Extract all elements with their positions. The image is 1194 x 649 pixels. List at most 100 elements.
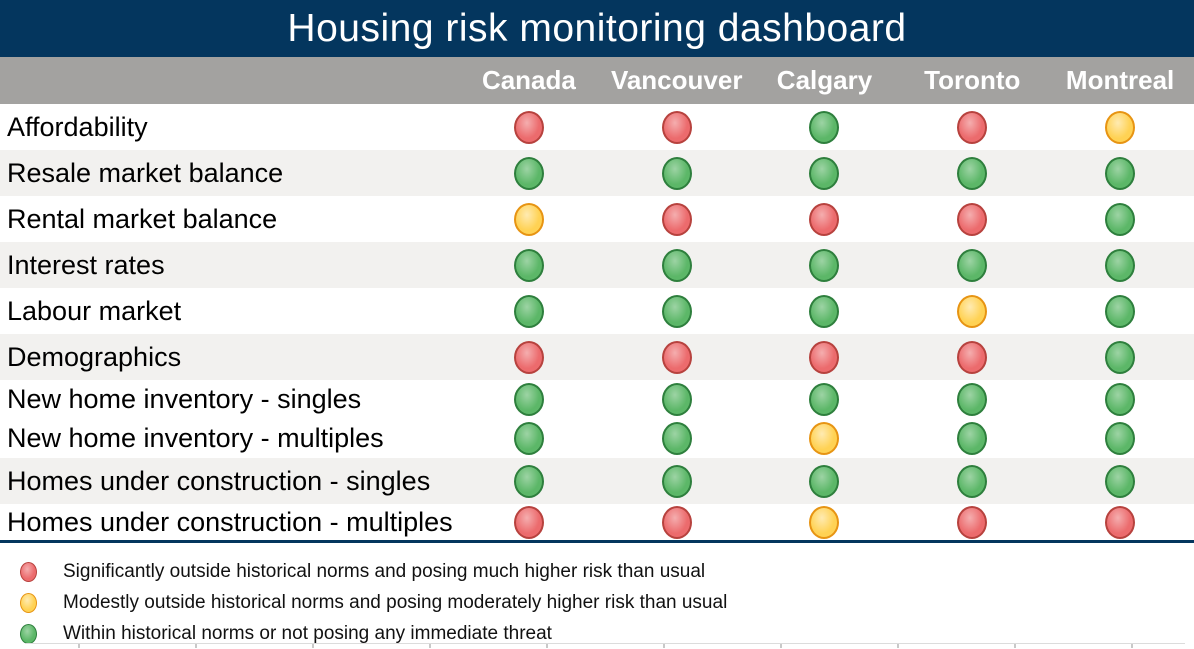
status-indicator-green-icon: [809, 248, 840, 282]
status-cell: [751, 156, 899, 190]
status-indicator-green-icon: [513, 294, 544, 328]
status-cell: [898, 382, 1046, 416]
status-indicator-green-icon: [1105, 464, 1136, 498]
status-indicator-green-icon: [809, 382, 840, 416]
column-header-calgary: Calgary: [776, 65, 873, 95]
row-label: Labour market: [7, 295, 182, 326]
status-indicator-red-icon: [513, 340, 544, 374]
status-indicator-green-icon: [661, 382, 692, 416]
status-cell: [603, 505, 751, 539]
status-cell: [1046, 294, 1194, 328]
status-cell: [898, 294, 1046, 328]
status-indicator-green-icon: [661, 464, 692, 498]
status-indicator-red-icon: [661, 202, 692, 236]
status-cell: [455, 382, 603, 416]
row-label: New home inventory - singles: [7, 383, 362, 414]
table-row: Affordability: [0, 104, 1194, 150]
status-indicator-green-icon: [1105, 156, 1136, 190]
status-indicator-green-icon: [1105, 202, 1136, 236]
status-indicator-green-icon: [1105, 248, 1136, 282]
status-indicator-green-icon: [957, 248, 988, 282]
status-indicator-yellow-icon: [513, 202, 544, 236]
table-row: Labour market: [0, 288, 1194, 334]
status-cell: [898, 110, 1046, 144]
row-label: Resale market balance: [7, 157, 284, 188]
status-cell: [1046, 340, 1194, 374]
status-cell: [1046, 464, 1194, 498]
status-cell: [455, 505, 603, 539]
legend: Significantly outside historical norms a…: [0, 543, 1194, 649]
table-row: Rental market balance: [0, 196, 1194, 242]
status-indicator-green-icon: [513, 421, 544, 455]
status-cell: [898, 202, 1046, 236]
status-indicator-green-icon: [809, 464, 840, 498]
status-indicator-green-icon: [809, 110, 840, 144]
legend-divider: [0, 540, 1194, 543]
status-indicator-red-icon: [661, 505, 692, 539]
status-indicator-red-icon: [1105, 505, 1136, 539]
status-cell: [603, 382, 751, 416]
status-indicator-green-icon: [513, 248, 544, 282]
status-cell: [898, 464, 1046, 498]
status-cell: [751, 464, 899, 498]
column-header-montreal: Montreal: [1065, 65, 1175, 95]
status-cell: [751, 202, 899, 236]
status-cell: [603, 294, 751, 328]
status-indicator-green-icon: [661, 156, 692, 190]
status-cell: [603, 421, 751, 455]
table-row: Resale market balance: [0, 150, 1194, 196]
status-cell: [898, 421, 1046, 455]
status-indicator-yellow-icon: [1105, 110, 1136, 144]
status-indicator-green-icon: [1105, 340, 1136, 374]
status-indicator-green-icon: [957, 156, 988, 190]
status-cell: [455, 340, 603, 374]
row-label: Homes under construction - singles: [7, 465, 431, 496]
status-indicator-green-icon: [513, 382, 544, 416]
status-cell: [603, 248, 751, 282]
status-indicator-red-icon: [957, 505, 988, 539]
row-label: Homes under construction - multiples: [7, 506, 453, 537]
status-indicator-yellow-icon: [809, 505, 840, 539]
status-cell: [603, 464, 751, 498]
status-cell: [1046, 156, 1194, 190]
legend-label: Modestly outside historical norms and po…: [63, 591, 728, 613]
status-cell: [751, 110, 899, 144]
legend-red-dot-icon: [20, 561, 37, 582]
status-indicator-green-icon: [661, 294, 692, 328]
row-label: Rental market balance: [7, 203, 278, 234]
status-cell: [1046, 382, 1194, 416]
status-cell: [1046, 248, 1194, 282]
status-cell: [455, 110, 603, 144]
legend-label: Within historical norms or not posing an…: [63, 622, 552, 644]
title-bar: Housing risk monitoring dashboard: [0, 0, 1194, 57]
table-row: Interest rates: [0, 242, 1194, 288]
column-header-vancouver: Vancouver: [610, 65, 743, 95]
status-indicator-green-icon: [661, 248, 692, 282]
table-row: Demographics: [0, 334, 1194, 380]
status-indicator-red-icon: [957, 202, 988, 236]
status-cell: [1046, 110, 1194, 144]
table-row: New home inventory - singles: [0, 380, 1194, 418]
status-cell: [751, 340, 899, 374]
status-indicator-green-icon: [957, 421, 988, 455]
legend-yellow-dot-icon: [20, 592, 37, 613]
status-indicator-red-icon: [809, 340, 840, 374]
risk-indicator-table: Affordability Resale market balance Rent…: [0, 104, 1194, 540]
status-indicator-green-icon: [1105, 382, 1136, 416]
status-indicator-yellow-icon: [809, 421, 840, 455]
status-indicator-red-icon: [957, 340, 988, 374]
status-cell: [455, 156, 603, 190]
table-row: New home inventory - multiples: [0, 418, 1194, 458]
status-cell: [1046, 421, 1194, 455]
status-cell: [898, 340, 1046, 374]
status-cell: [603, 156, 751, 190]
status-cell: [898, 156, 1046, 190]
table-row: Homes under construction - multiples: [0, 504, 1194, 540]
status-indicator-green-icon: [513, 156, 544, 190]
status-cell: [1046, 202, 1194, 236]
status-indicator-green-icon: [809, 156, 840, 190]
status-indicator-red-icon: [661, 340, 692, 374]
page-title: Housing risk monitoring dashboard: [287, 6, 907, 50]
status-indicator-green-icon: [513, 464, 544, 498]
status-cell: [455, 421, 603, 455]
